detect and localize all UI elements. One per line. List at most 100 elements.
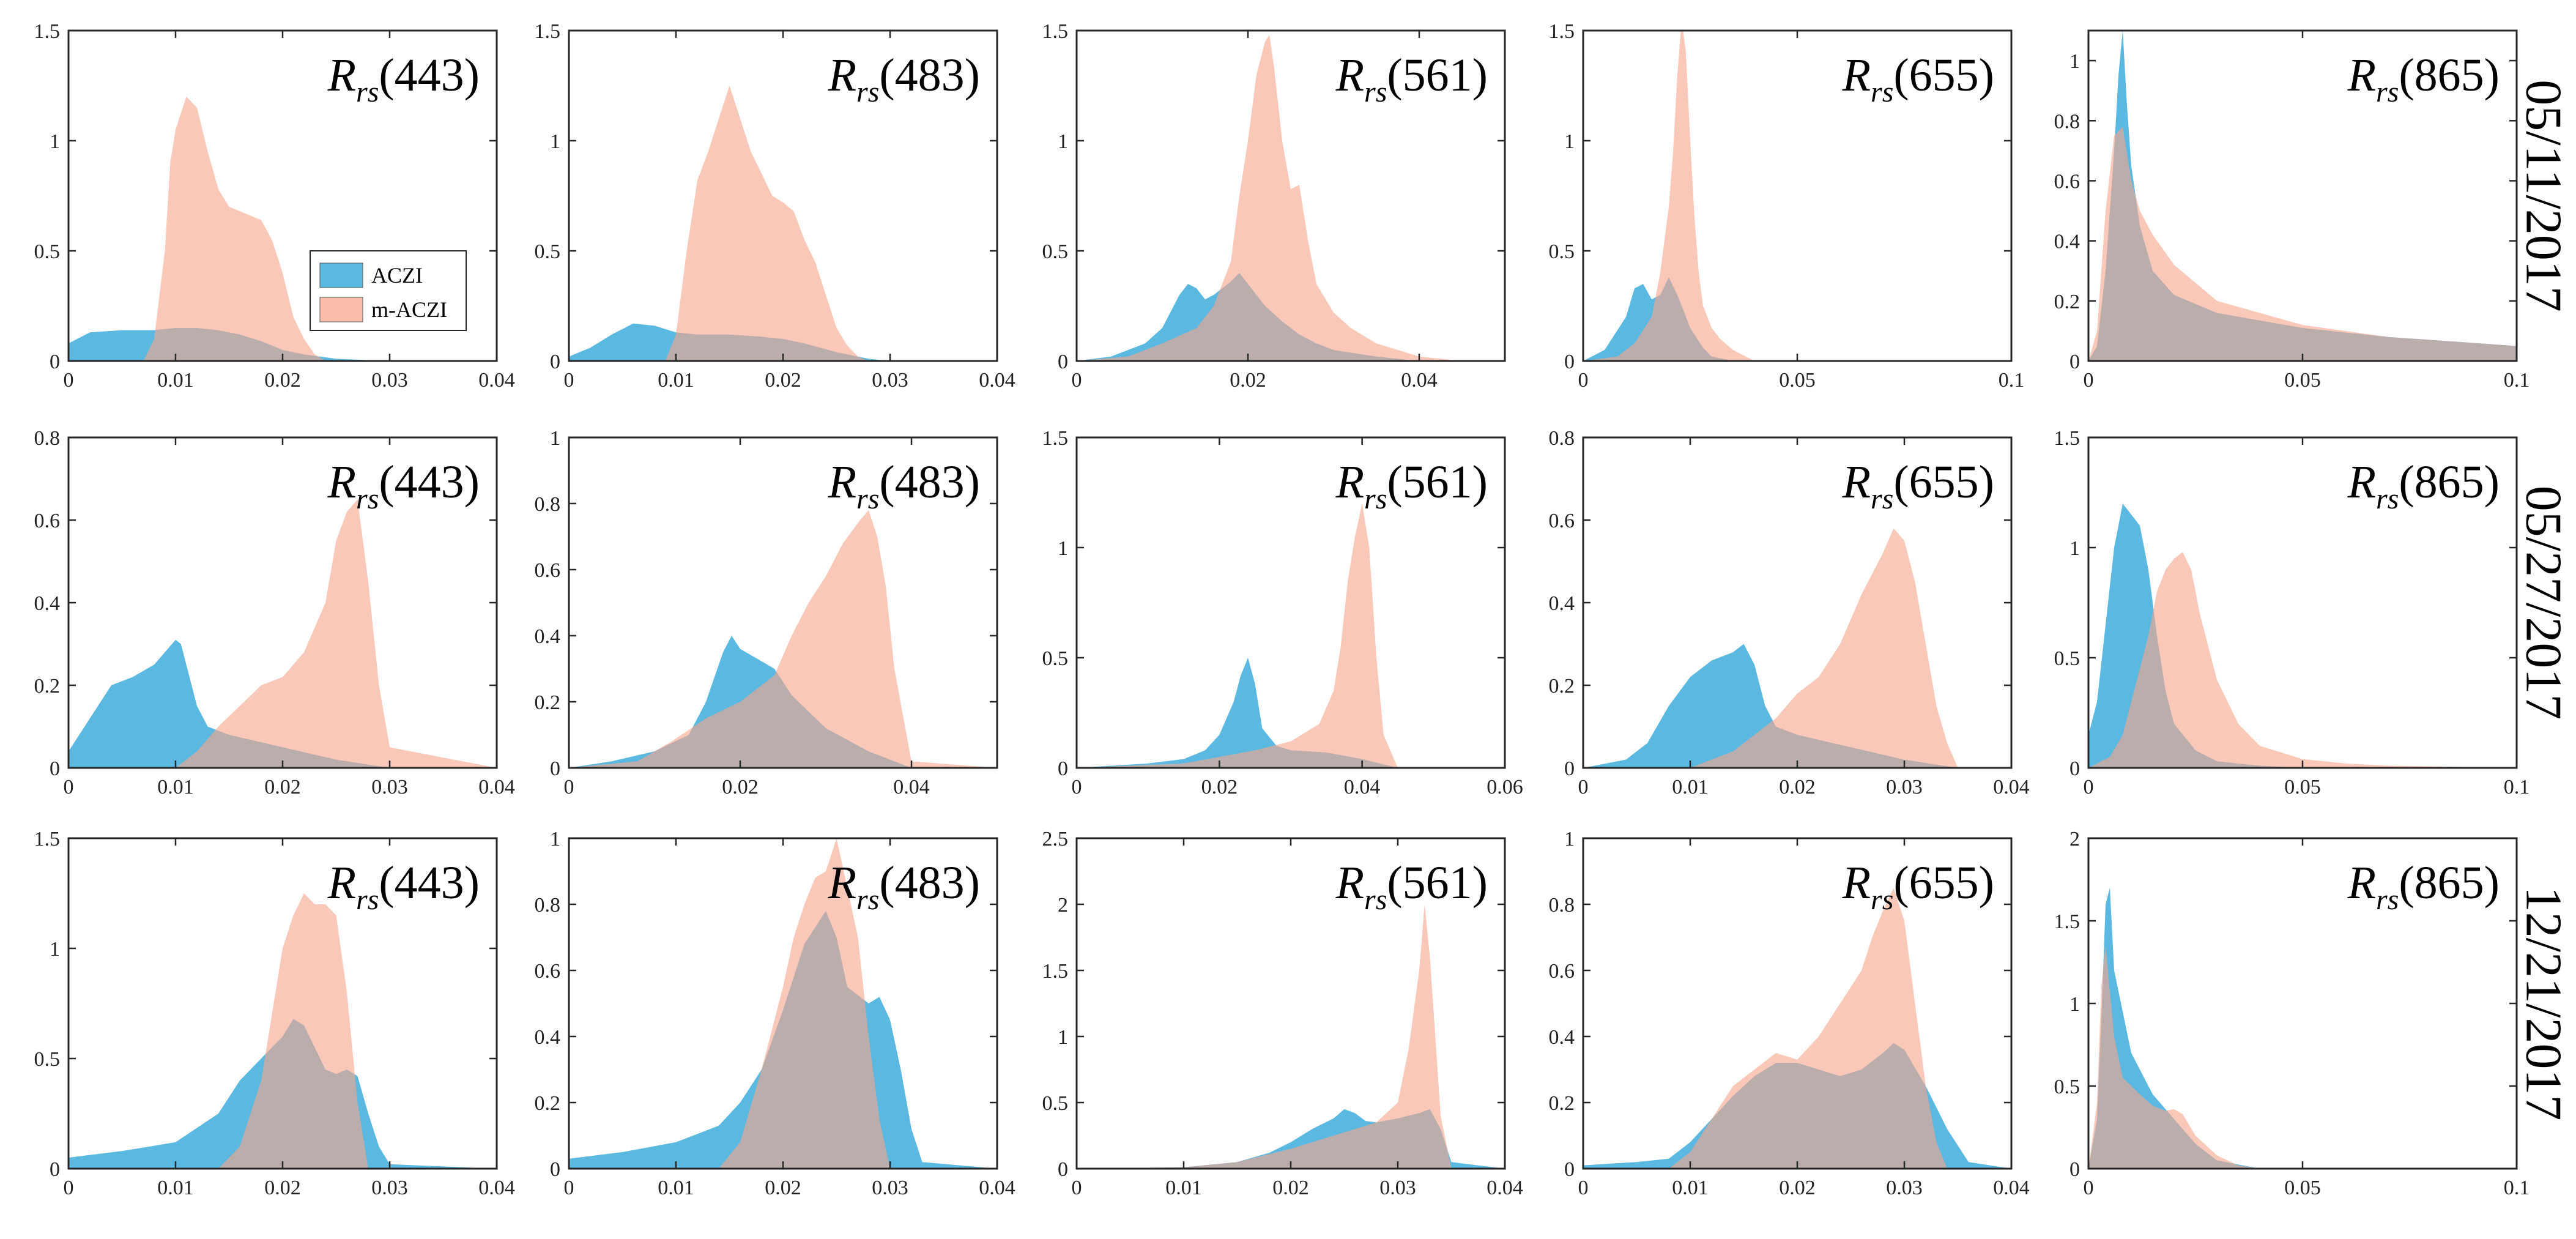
y-tick-label: 0.4 — [34, 592, 61, 615]
x-tick-label: 0.02 — [264, 369, 301, 392]
x-tick-label: 0.03 — [1886, 1177, 1923, 1199]
y-tick-label: 0.2 — [535, 691, 561, 714]
series-group — [1077, 904, 1505, 1169]
x-tick-label: 0.04 — [979, 369, 1015, 392]
x-tick-label: 0.04 — [893, 776, 930, 798]
panel-label: Rrs(865) — [2347, 857, 2500, 916]
series-group — [569, 838, 997, 1169]
series-group — [2088, 31, 2517, 361]
y-tick-label: 0 — [1564, 1158, 1575, 1181]
y-tick-label: 1 — [2069, 993, 2080, 1016]
series-area-m-aczi — [569, 510, 997, 768]
y-tick-label: 1.5 — [2054, 910, 2080, 933]
x-tick-label: 0.03 — [371, 369, 408, 392]
y-tick-label: 0 — [50, 351, 60, 373]
series-area-m-aczi — [1583, 888, 2011, 1169]
legend-label: m-ACZI — [371, 297, 447, 322]
x-tick-label: 0.01 — [658, 1177, 694, 1199]
y-tick-label: 0.6 — [2054, 170, 2080, 193]
x-tick-label: 0.02 — [765, 369, 801, 392]
y-tick-label: 0.4 — [535, 625, 561, 648]
x-tick-label: 0 — [64, 1177, 74, 1199]
x-tick-label: 0 — [2084, 776, 2094, 798]
y-tick-label: 0 — [550, 757, 560, 780]
x-tick-label: 0.04 — [1401, 369, 1438, 392]
axes-box — [1075, 436, 1506, 769]
x-tick-label: 0.01 — [157, 1177, 194, 1199]
x-tick-label: 0.04 — [1344, 776, 1381, 798]
series-area-m-aczi — [2088, 552, 2517, 768]
x-tick-label: 0.06 — [1487, 776, 1523, 798]
y-tick-label: 2.5 — [1042, 828, 1069, 850]
x-tick-label: 0.02 — [1201, 776, 1238, 798]
series-group — [569, 86, 997, 361]
x-tick-label: 0.04 — [979, 1177, 1015, 1199]
panel-label: Rrs(483) — [828, 456, 980, 515]
y-tick-label: 0.8 — [535, 894, 561, 917]
y-tick-label: 0.5 — [34, 1048, 61, 1071]
y-tick-label: 0 — [2069, 1158, 2080, 1181]
y-tick-label: 0.6 — [535, 559, 561, 582]
y-tick-label: 0 — [1058, 351, 1068, 373]
x-tick-label: 0 — [1072, 369, 1082, 392]
panel-label: Rrs(561) — [1335, 50, 1488, 108]
x-tick-label: 0.02 — [1779, 1177, 1816, 1199]
x-tick-label: 0.01 — [157, 776, 194, 798]
x-tick-label: 0 — [564, 1177, 574, 1199]
y-tick-label: 0 — [1564, 757, 1575, 780]
x-tick-label: 0.01 — [658, 369, 694, 392]
y-tick-label: 0.2 — [2054, 291, 2080, 313]
y-tick-label: 0 — [550, 1158, 560, 1181]
x-tick-label: 0.03 — [371, 776, 408, 798]
x-tick-label: 0.05 — [1779, 369, 1816, 392]
x-tick-label: 0.05 — [2284, 776, 2321, 798]
x-tick-label: 0.02 — [722, 776, 759, 798]
y-tick-label: 1 — [1058, 1026, 1068, 1049]
y-tick-label: 0 — [1564, 351, 1575, 373]
panel-label: Rrs(865) — [2347, 456, 2500, 515]
y-tick-label: 0 — [50, 757, 60, 780]
y-tick-label: 0 — [2069, 351, 2080, 373]
y-tick-label: 0.6 — [1549, 510, 1575, 532]
series-area-m-aczi — [69, 893, 497, 1169]
x-tick-label: 0.02 — [264, 776, 301, 798]
x-tick-label: 0.02 — [1230, 369, 1266, 392]
y-tick-label: 1 — [550, 427, 560, 450]
x-tick-label: 0.03 — [872, 369, 908, 392]
y-tick-label: 0.8 — [1549, 427, 1575, 450]
x-tick-label: 0 — [64, 369, 74, 392]
series-area-aczi — [1583, 644, 2011, 768]
series-group — [569, 510, 997, 768]
series-group — [1583, 888, 2011, 1169]
panel-443-row2: 0 0.01 0.02 0.03 0.04 0 0.2 0.4 0.6 0.8 Rrs(443) — [34, 427, 515, 798]
panel-label: Rrs(443) — [327, 456, 480, 515]
x-tick-label: 0.02 — [765, 1177, 801, 1199]
y-tick-label: 0.5 — [1042, 240, 1069, 263]
y-tick-label: 0.2 — [1549, 675, 1575, 698]
y-tick-label: 2 — [1058, 894, 1068, 917]
y-tick-label: 0 — [2069, 757, 2080, 780]
legend-swatch-aczi — [319, 262, 363, 288]
x-tick-label: 0.01 — [1672, 776, 1709, 798]
y-tick-label: 0.8 — [2054, 110, 2080, 133]
y-tick-label: 1 — [1564, 828, 1575, 850]
x-tick-label: 0 — [64, 776, 74, 798]
legend-swatch-m-aczi — [319, 297, 363, 322]
y-tick-label: 0.8 — [535, 493, 561, 516]
x-tick-label: 0.1 — [2504, 369, 2530, 392]
x-tick-label: 0 — [1072, 776, 1082, 798]
series-area-m-aczi — [2088, 945, 2517, 1169]
y-tick-label: 1.5 — [34, 20, 61, 43]
series-area-m-aczi — [69, 97, 497, 361]
y-tick-label: 0.4 — [1549, 1026, 1575, 1049]
x-tick-label: 0.04 — [478, 776, 515, 798]
y-tick-label: 1 — [1058, 537, 1068, 560]
x-tick-label: 0 — [564, 369, 574, 392]
panel-483-row1: 0 0.01 0.02 0.03 0.04 0 0.5 1 1.5 Rrs(483) — [535, 20, 1015, 392]
y-tick-label: 0.5 — [2054, 1076, 2080, 1098]
x-tick-label: 0 — [2084, 1177, 2094, 1199]
x-tick-label: 0.01 — [1165, 1177, 1202, 1199]
x-tick-label: 0.04 — [1487, 1177, 1523, 1199]
panel-655-row1: 0 0.05 0.1 0 0.5 1 1.5 Rrs(655) — [1549, 20, 2025, 392]
panel-561-row1: 0 0.02 0.04 0 0.5 1 1.5 Rrs(561) — [1042, 20, 1506, 392]
